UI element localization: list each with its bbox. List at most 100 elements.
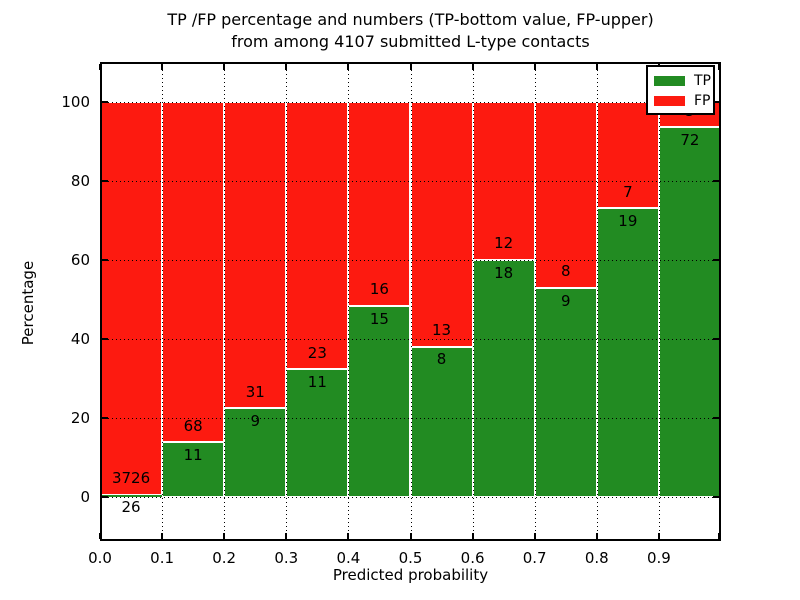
gridline-vertical <box>286 62 288 541</box>
bar-fp-segment <box>286 101 349 370</box>
x-tick-mark-top <box>718 64 720 70</box>
bar-fp-count-label: 16 <box>369 280 389 299</box>
x-tick-mark-top <box>161 64 164 70</box>
y-tick-mark-right <box>713 496 719 499</box>
y-tick-label: 20 <box>70 409 90 428</box>
y-tick-mark-right <box>713 258 719 261</box>
bar-tp-segment <box>534 287 597 498</box>
bar-tp-segment <box>348 305 411 498</box>
x-tick-label: 0.9 <box>646 549 671 567</box>
y-axis-label: Percentage <box>19 260 37 346</box>
bar-tp-segment <box>658 127 721 498</box>
x-tick-mark <box>223 533 226 539</box>
bar-fp-segment <box>348 101 411 306</box>
bar-tp-segment <box>162 442 225 498</box>
x-tick-mark <box>161 533 164 539</box>
x-tick-mark-top <box>99 64 101 70</box>
bar-fp-count-label: 12 <box>494 234 514 253</box>
bar-tp-segment <box>100 494 163 498</box>
bar-fp-segment <box>596 101 659 209</box>
x-tick-label: 0.7 <box>522 549 547 567</box>
x-tick-mark <box>595 533 598 539</box>
gridline-vertical <box>224 62 226 541</box>
y-tick-label: 60 <box>70 250 90 269</box>
legend-row-fp: FP <box>654 91 713 111</box>
bar-tp-count-label: 19 <box>618 211 638 230</box>
bar-tp-count-label: 18 <box>494 263 514 282</box>
legend: TP FP <box>646 65 715 115</box>
x-tick-mark <box>99 533 101 539</box>
x-tick-mark-top <box>533 64 536 70</box>
bar-fp-count-label: 3726 <box>111 469 151 488</box>
y-tick-mark <box>102 100 108 103</box>
x-tick-label: 0.6 <box>460 549 485 567</box>
bar-tp-count-label: 11 <box>307 373 327 392</box>
legend-label-tp: TP <box>694 73 711 89</box>
bar-fp-count-label: 8 <box>560 262 571 281</box>
x-tick-mark-top <box>595 64 598 70</box>
bar-tp-count-label: 9 <box>560 291 571 310</box>
y-tick-label: 0 <box>80 488 90 507</box>
gridline-vertical <box>534 62 536 541</box>
bar-fp-count-label: 68 <box>183 416 203 435</box>
x-tick-mark <box>471 533 474 539</box>
y-tick-mark <box>102 258 108 261</box>
legend-swatch-tp <box>654 76 685 86</box>
x-tick-label: 0.4 <box>336 549 361 567</box>
bar-fp-count-label: 7 <box>623 182 633 201</box>
bar-tp-count-label: 72 <box>680 130 700 149</box>
bar-fp-segment <box>534 101 597 288</box>
x-tick-mark <box>409 533 412 539</box>
x-tick-mark <box>718 533 720 539</box>
bar-tp-count-label: 9 <box>250 412 261 431</box>
bar-fp-count-label: 13 <box>432 321 452 340</box>
gridline-vertical <box>348 62 350 541</box>
x-tick-mark-top <box>409 64 412 70</box>
plot-area: 372626681131923111615138121889719572 <box>99 62 721 541</box>
x-tick-label: 0.2 <box>212 549 237 567</box>
y-tick-mark <box>102 496 108 499</box>
bar-fp-segment <box>410 101 473 347</box>
bar-tp-segment <box>596 208 659 498</box>
bar-fp-count-label: 31 <box>245 382 265 401</box>
bar-fp-segment <box>100 101 163 495</box>
legend-swatch-fp <box>654 96 685 106</box>
legend-row-tp: TP <box>654 71 713 91</box>
x-tick-mark <box>657 533 660 539</box>
bar-fp-count-label: 23 <box>307 343 327 362</box>
y-tick-mark <box>102 417 108 420</box>
x-tick-mark <box>285 533 288 539</box>
chart-title: TP /FP percentage and numbers (TP-bottom… <box>100 9 721 53</box>
y-tick-label: 100 <box>61 92 90 111</box>
x-tick-mark <box>533 533 536 539</box>
x-tick-mark-top <box>347 64 350 70</box>
legend-label-fp: FP <box>694 93 711 109</box>
x-axis-label: Predicted probability <box>332 566 489 584</box>
x-tick-label: 0.5 <box>398 549 423 567</box>
y-tick-label: 80 <box>70 171 90 190</box>
gridline-vertical <box>596 62 598 541</box>
y-tick-mark-right <box>713 417 719 420</box>
y-tick-label: 40 <box>70 330 90 349</box>
chart-title-line1: TP /FP percentage and numbers (TP-bottom… <box>167 10 654 29</box>
x-tick-label: 0.3 <box>274 549 299 567</box>
y-tick-mark <box>102 179 108 182</box>
bar-tp-count-label: 26 <box>121 498 141 517</box>
y-tick-mark-right <box>713 179 719 182</box>
y-tick-mark <box>102 338 108 341</box>
x-tick-mark-top <box>285 64 288 70</box>
y-tick-mark-right <box>713 338 719 341</box>
x-tick-label: 0.0 <box>88 549 112 567</box>
bar-tp-count-label: 11 <box>183 446 203 464</box>
bar-tp-count-label: 8 <box>436 350 447 369</box>
bar-tp-segment <box>472 259 535 498</box>
gridline-vertical <box>162 62 164 541</box>
x-tick-label: 0.1 <box>150 549 175 567</box>
gridline-vertical <box>658 62 660 541</box>
gridline-vertical <box>410 62 412 541</box>
x-tick-label: 0.8 <box>584 549 609 567</box>
x-tick-mark-top <box>223 64 226 70</box>
bar-fp-segment <box>224 101 287 409</box>
y-tick-mark-right <box>713 100 719 103</box>
